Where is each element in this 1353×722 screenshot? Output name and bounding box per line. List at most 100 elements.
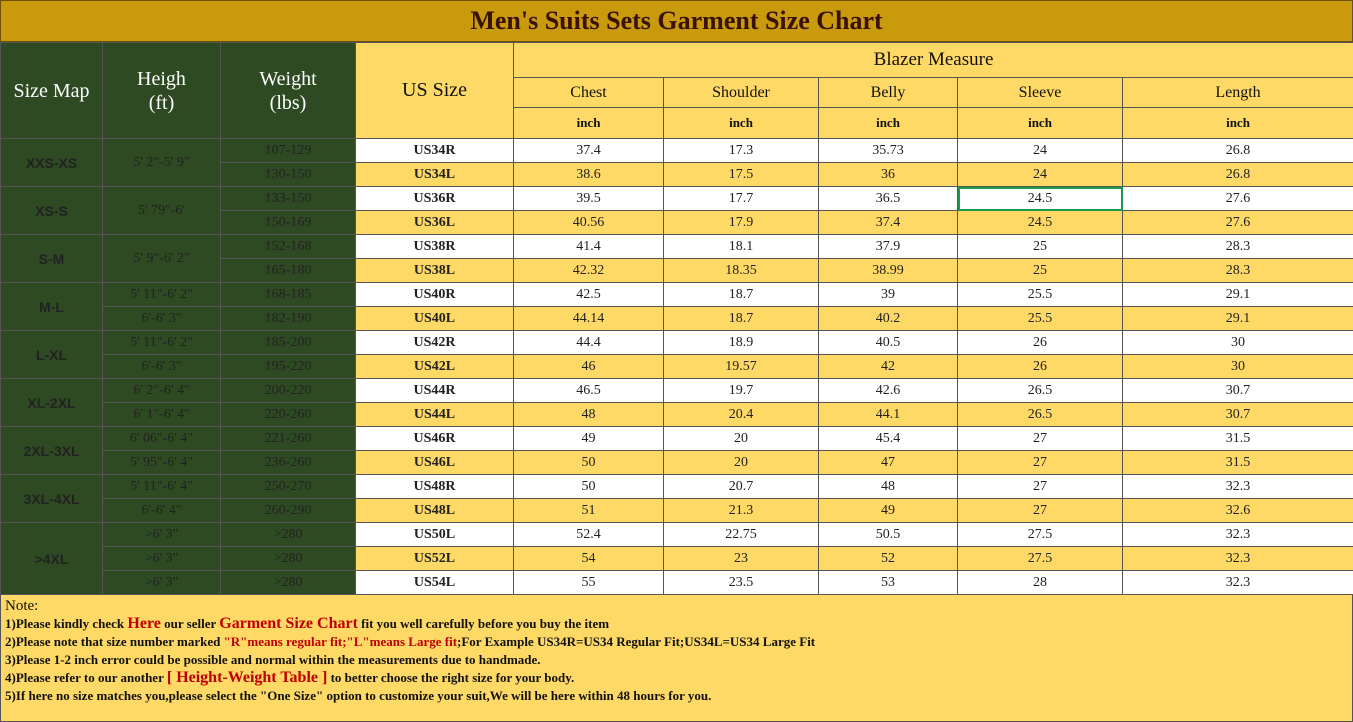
- height: 5' 11"-6' 2": [102, 330, 221, 355]
- data-row: M-L 5' 11"-6' 2" 168-185 US40R 42.5 18.7 39 25.…: [0, 282, 1353, 331]
- measure-value: 39: [818, 282, 958, 307]
- measure-value: 38.6: [513, 162, 664, 187]
- measure-value: 26.5: [957, 378, 1123, 403]
- weight: 182-190: [220, 306, 356, 331]
- measure-value: 27.5: [957, 522, 1123, 547]
- note-text: 1)Please kindly check: [5, 616, 128, 631]
- weight: 260-290: [220, 498, 356, 523]
- measure-value: 32.3: [1121, 546, 1353, 571]
- size-map: >4XL: [0, 522, 103, 594]
- measure-value: 28.3: [1121, 234, 1353, 259]
- measure-value: 28.3: [1121, 258, 1353, 283]
- measure-value: 46: [513, 354, 664, 379]
- note-text: fit you well carefully before you buy th…: [357, 616, 610, 631]
- measure-value: 44.1: [818, 402, 958, 427]
- column-header: Size Map: [0, 42, 103, 139]
- measure-value: 55: [513, 570, 664, 594]
- data-row: >4XL >6' 3" >280 US50L 52.4 22.75 50.5 27.5 32.3: [0, 522, 1353, 594]
- measure-value: 49: [513, 426, 664, 451]
- measure-value: 27.6: [1121, 210, 1353, 235]
- notes: Note: 1)Please kindly check Here our sell…: [0, 594, 1353, 722]
- measure-value: 32.3: [1121, 522, 1353, 547]
- us-size: US36R: [355, 186, 514, 211]
- measure-value: 17.5: [663, 162, 819, 187]
- height: 6'-6' 4": [102, 498, 221, 523]
- us-size: US42R: [355, 330, 514, 355]
- measure-value: 42: [818, 354, 958, 379]
- us-size: US48L: [355, 498, 514, 523]
- table-wrap: Size Map Heigh (ft) Weight (lbs) US Size Blaze…: [0, 42, 1353, 594]
- measure-value: 48: [818, 474, 958, 499]
- measure-value: 25: [957, 258, 1123, 283]
- data-row: >6' 3" >280 US54L 55 23.5 53 28 32.3: [1, 570, 1353, 594]
- measure-value: 29.1: [1121, 306, 1353, 331]
- measure-value: 50: [513, 450, 664, 475]
- data-row: 6'-6' 4" 260-290 US48L 51 21.3 49 27 32.6: [1, 498, 1353, 523]
- measure-value: 25: [957, 234, 1123, 259]
- us-size: US42L: [355, 354, 514, 379]
- measure-value: 19.7: [663, 378, 819, 403]
- height: >6' 3": [102, 570, 221, 594]
- note-text: Garment Size Chart: [219, 615, 358, 632]
- measure-value: 26.8: [1121, 138, 1353, 163]
- us-size: US46L: [355, 450, 514, 475]
- measure-value: 44.14: [513, 306, 664, 331]
- size-map: 2XL-3XL: [0, 426, 103, 475]
- weight: 107-129: [220, 138, 356, 163]
- measure-value: 28: [957, 570, 1123, 594]
- height: 6' 2"-6' 4": [102, 378, 221, 403]
- us-size: US54L: [355, 570, 514, 594]
- measure-value: 30.7: [1121, 402, 1353, 427]
- note-text: 5)If here no size matches you,please sel…: [5, 688, 712, 703]
- data-row: S-M 5' 9"-6' 2" 152-168 US38R 41.4 18.1 37.9 25…: [0, 234, 1353, 283]
- measure-value: 26.5: [957, 402, 1123, 427]
- measure-value: 36.5: [818, 186, 958, 211]
- measure-value: 42.5: [513, 282, 664, 307]
- measure-value: 46.5: [513, 378, 664, 403]
- data-row: 5' 95"-6' 4" 236-260 US46L 50 20 47 27 31.5: [1, 450, 1353, 475]
- height: 5' 11"-6' 4": [102, 474, 221, 499]
- size-map: XXS-XS: [0, 138, 103, 187]
- measure-value: 24.5: [957, 186, 1123, 211]
- header-label: Weight: [259, 67, 317, 90]
- height: 5' 95"-6' 4": [102, 450, 221, 475]
- measure-value: 30: [1121, 354, 1353, 379]
- weight: 152-168: [220, 234, 356, 259]
- measure-value: 54: [513, 546, 664, 571]
- us-size: US40R: [355, 282, 514, 307]
- measure-value: 21.3: [663, 498, 819, 523]
- us-size: US52L: [355, 546, 514, 571]
- measure-value: 17.3: [663, 138, 819, 163]
- measure-value: 22.75: [663, 522, 819, 547]
- us-size: US40L: [355, 306, 514, 331]
- weight: 220-260: [220, 402, 356, 427]
- measure-value: 32.3: [1121, 474, 1353, 499]
- height: 6' 1"-6' 4": [102, 402, 221, 427]
- note-text: 2)Please note that size number marked: [5, 634, 224, 649]
- height: 6'-6' 3": [102, 354, 221, 379]
- us-size: US34L: [355, 162, 514, 187]
- title: Men's Suits Sets Garment Size Chart: [0, 0, 1353, 42]
- weight: 200-220: [220, 378, 356, 403]
- measure-value: 40.2: [818, 306, 958, 331]
- measure-value: 44.4: [513, 330, 664, 355]
- measure-header: Shoulder: [663, 77, 819, 108]
- notes-label: Note:: [5, 598, 39, 614]
- measure-value: 18.7: [663, 282, 819, 307]
- weight: 150-169: [220, 210, 356, 235]
- note-text: our seller: [160, 616, 220, 631]
- note-item: 5)If here no size matches you,please sel…: [5, 687, 1348, 705]
- data-row: 6'-6' 3" 182-190 US40L 44.14 18.7 40.2 25.5 29.…: [1, 306, 1353, 331]
- measure-value: 26: [957, 354, 1123, 379]
- note-item: 4)Please refer to our another [ Height-W…: [5, 669, 1348, 687]
- measure-unit: inch: [818, 107, 958, 139]
- data-row: 3XL-4XL 5' 11"-6' 4" 250-270 US48R 50 20.7 48 2…: [0, 474, 1353, 523]
- measure-value: 20.4: [663, 402, 819, 427]
- data-row: >6' 3" >280 US52L 54 23 52 27.5 32.3: [1, 546, 1353, 571]
- measure-value: 25.5: [957, 282, 1123, 307]
- measure-value: 18.35: [663, 258, 819, 283]
- measure-value: 52.4: [513, 522, 664, 547]
- height: 5' 11"-6' 2": [102, 282, 221, 307]
- measure-value: 37.4: [513, 138, 664, 163]
